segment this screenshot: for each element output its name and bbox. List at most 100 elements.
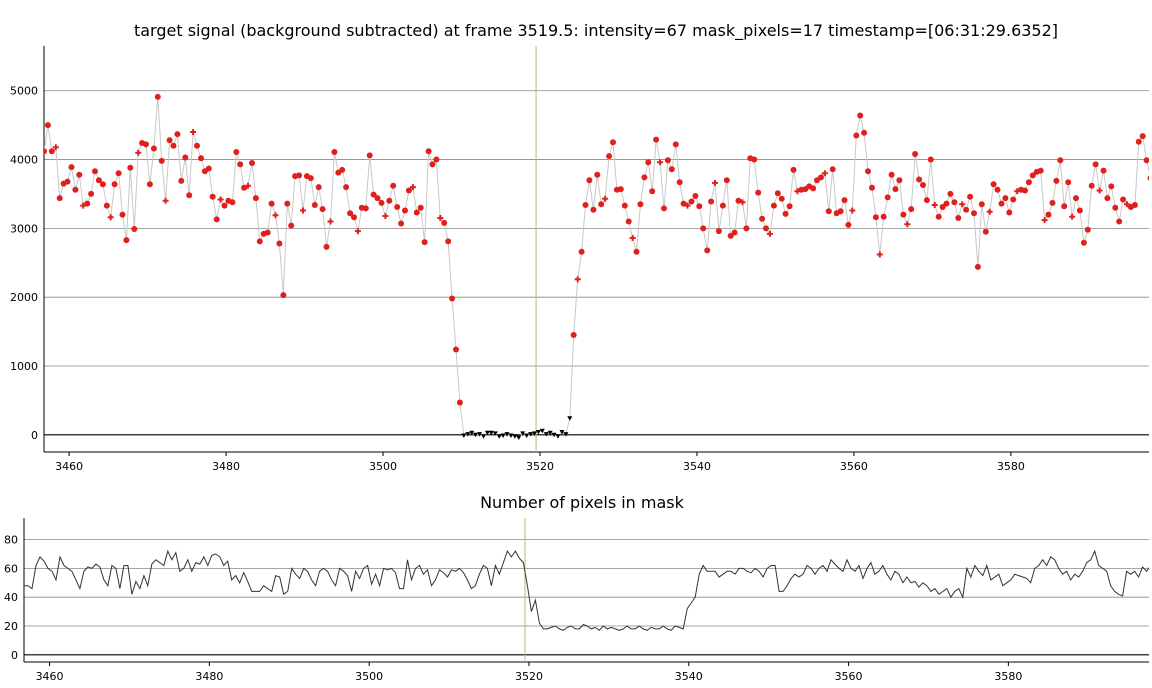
signal-point[interactable]	[119, 211, 126, 218]
signal-point[interactable]	[810, 185, 817, 192]
signal-point[interactable]	[1131, 202, 1138, 208]
signal-point[interactable]	[1139, 133, 1146, 140]
signal-point[interactable]	[217, 196, 224, 203]
signal-point[interactable]	[900, 211, 907, 218]
signal-point[interactable]	[782, 210, 789, 217]
signal-point[interactable]	[955, 215, 962, 221]
signal-point[interactable]	[684, 202, 691, 209]
signal-point[interactable]	[249, 160, 255, 166]
signal-point[interactable]	[743, 225, 750, 232]
signal-point[interactable]	[704, 247, 711, 254]
signal-point[interactable]	[865, 168, 871, 175]
signal-point[interactable]	[425, 148, 432, 155]
signal-point[interactable]	[927, 156, 934, 163]
signal-point[interactable]	[700, 225, 707, 232]
signal-point[interactable]	[405, 187, 412, 194]
signal-point[interactable]	[861, 129, 868, 136]
signal-point[interactable]	[158, 157, 165, 164]
signal-chart[interactable]: 0 1000 2000 3000 4000 5000 3460 3480 3500 3520 354…	[10, 46, 1152, 473]
signal-point-low[interactable]	[461, 433, 467, 439]
signal-point[interactable]	[661, 205, 667, 212]
signal-point[interactable]	[103, 202, 110, 209]
signal-point[interactable]	[967, 193, 974, 200]
signal-point[interactable]	[417, 204, 424, 211]
signal-point[interactable]	[76, 171, 83, 178]
signal-point[interactable]	[1025, 179, 1032, 186]
signal-point[interactable]	[935, 213, 942, 220]
signal-point[interactable]	[429, 161, 436, 168]
signal-point[interactable]	[186, 192, 193, 199]
signal-point[interactable]	[237, 161, 244, 168]
signal-point[interactable]	[1147, 175, 1152, 181]
signal-point[interactable]	[853, 132, 860, 139]
signal-point[interactable]	[739, 199, 746, 206]
signal-point[interactable]	[150, 145, 157, 152]
signal-point[interactable]	[107, 214, 114, 221]
signal-point[interactable]	[1010, 196, 1017, 203]
signal-point[interactable]	[229, 199, 236, 206]
signal-point[interactable]	[892, 186, 899, 193]
signal-point-low[interactable]	[539, 428, 545, 434]
signal-point[interactable]	[770, 202, 777, 209]
signal-point[interactable]	[872, 214, 879, 221]
signal-point-low[interactable]	[484, 430, 490, 436]
signal-point[interactable]	[1073, 195, 1079, 202]
signal-point[interactable]	[221, 202, 228, 209]
signal-point[interactable]	[821, 170, 828, 177]
signal-point[interactable]	[143, 141, 149, 148]
signal-point[interactable]	[64, 178, 71, 185]
signal-point[interactable]	[963, 206, 970, 213]
signal-point[interactable]	[1065, 179, 1072, 186]
signal-point[interactable]	[778, 195, 785, 202]
signal-point[interactable]	[818, 174, 824, 181]
signal-point-low[interactable]	[512, 434, 518, 439]
signal-point[interactable]	[715, 228, 722, 235]
signal-point[interactable]	[990, 181, 997, 188]
signal-point[interactable]	[276, 240, 283, 247]
signal-point[interactable]	[170, 142, 177, 149]
signal-point[interactable]	[574, 276, 581, 283]
signal-point[interactable]	[625, 218, 632, 225]
signal-point-low[interactable]	[559, 430, 565, 435]
signal-point[interactable]	[888, 171, 895, 178]
signal-point[interactable]	[127, 164, 134, 171]
signal-point[interactable]	[92, 168, 98, 175]
signal-point[interactable]	[766, 230, 773, 237]
signal-point[interactable]	[1022, 187, 1028, 194]
signal-point[interactable]	[374, 195, 381, 202]
signal-point[interactable]	[307, 175, 314, 182]
signal-point-low[interactable]	[500, 433, 506, 439]
signal-point[interactable]	[339, 166, 346, 173]
signal-point[interactable]	[268, 200, 275, 207]
signal-point[interactable]	[402, 207, 408, 214]
signal-point[interactable]	[194, 142, 200, 149]
signal-point[interactable]	[637, 201, 644, 208]
signal-point[interactable]	[904, 221, 911, 228]
signal-point[interactable]	[578, 248, 585, 255]
signal-point[interactable]	[264, 229, 271, 236]
signal-point[interactable]	[433, 156, 440, 163]
signal-point-low[interactable]	[567, 416, 573, 421]
signal-point[interactable]	[610, 139, 616, 146]
signal-point[interactable]	[1135, 138, 1142, 145]
signal-point[interactable]	[916, 176, 923, 183]
signal-point[interactable]	[1088, 182, 1095, 189]
signal-point[interactable]	[1029, 172, 1036, 179]
signal-point[interactable]	[751, 156, 758, 163]
signal-point[interactable]	[288, 222, 295, 229]
signal-point-low[interactable]	[520, 431, 526, 436]
signal-point[interactable]	[366, 152, 373, 159]
signal-point[interactable]	[653, 136, 660, 143]
signal-point-low[interactable]	[524, 433, 530, 439]
signal-point[interactable]	[386, 197, 393, 204]
signal-point[interactable]	[44, 122, 51, 129]
signal-point-low[interactable]	[504, 432, 510, 437]
signal-point[interactable]	[1006, 209, 1013, 216]
signal-point[interactable]	[441, 219, 448, 226]
signal-point-low[interactable]	[481, 434, 486, 439]
signal-point[interactable]	[1069, 213, 1076, 220]
signal-point[interactable]	[280, 292, 287, 299]
signal-point[interactable]	[362, 205, 369, 212]
signal-point[interactable]	[696, 203, 703, 210]
signal-point[interactable]	[594, 171, 601, 178]
